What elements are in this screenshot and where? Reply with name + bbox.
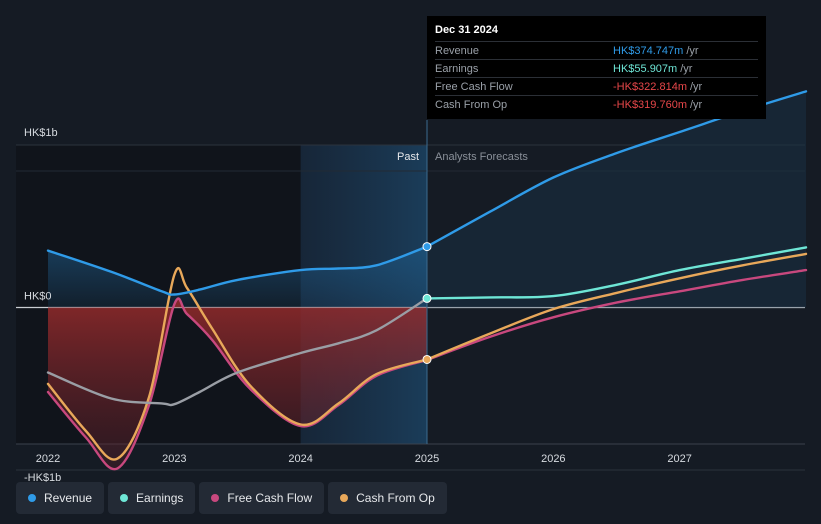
- tooltip-date: Dec 31 2024: [435, 24, 498, 36]
- tooltip-row-earnings: Earnings HK$55.907m /yr: [435, 59, 758, 77]
- forecast-label: Analysts Forecasts: [435, 151, 528, 163]
- legend-dot-icon: [211, 494, 220, 502]
- legend-dot-icon: [120, 494, 129, 502]
- revenue-area: [48, 246, 427, 308]
- tooltip-value: HK$374.747m: [613, 44, 684, 57]
- revenue-line: [46, 245, 429, 296]
- cash-from-op-line: [46, 266, 429, 461]
- tooltip-label: Free Cash Flow: [435, 80, 513, 93]
- free-cash-flow-line: [46, 297, 429, 471]
- tooltip-row-revenue: Revenue HK$374.747m /yr: [435, 41, 758, 59]
- legend-item-earnings[interactable]: Earnings: [108, 482, 196, 514]
- chart-legend: Revenue Earnings Free Cash Flow Cash Fro…: [16, 482, 447, 516]
- legend-dot-icon: [28, 494, 36, 502]
- free-cash-flow-area: [48, 298, 427, 470]
- legend-label: Cash From Op: [356, 491, 435, 505]
- legend-item-cash-from-op[interactable]: Cash From Op: [328, 482, 447, 514]
- tooltip-value: -HK$319.760m: [613, 98, 687, 111]
- legend-label: Free Cash Flow: [227, 491, 313, 505]
- tooltip-unit: /yr: [680, 62, 693, 75]
- tooltip-label: Cash From Op: [435, 98, 508, 111]
- data-marker: [422, 242, 432, 252]
- tooltip-unit: /yr: [690, 80, 703, 93]
- data-marker: [422, 354, 432, 364]
- free-cash-flow-line-forecast: [425, 268, 808, 362]
- tooltip-label: Revenue: [435, 44, 480, 57]
- x-tick-label: 2027: [667, 453, 691, 465]
- legend-item-free-cash-flow[interactable]: Free Cash Flow: [199, 482, 325, 514]
- cash-from-op-line-forecast: [425, 252, 808, 361]
- legend-label: Revenue: [44, 491, 93, 505]
- legend-dot-icon: [340, 494, 349, 502]
- x-tick-label: 2023: [162, 453, 186, 465]
- revenue-forecast-area: [427, 91, 806, 308]
- y-tick-label: -HK$1b: [24, 472, 61, 484]
- earnings-line-forecast: [425, 246, 808, 300]
- data-tooltip: Dec 31 2024 Revenue HK$374.747m /yr Earn…: [427, 16, 766, 119]
- tooltip-row-cash-from-op: Cash From Op -HK$319.760m /yr: [435, 95, 758, 113]
- x-tick-label: 2022: [36, 453, 60, 465]
- past-label: Past: [397, 151, 419, 163]
- x-tick-label: 2026: [541, 453, 565, 465]
- earnings-line: [46, 297, 429, 407]
- x-tick-label: 2025: [415, 453, 439, 465]
- data-marker: [422, 293, 432, 303]
- tooltip-row-free-cash-flow: Free Cash Flow -HK$322.814m /yr: [435, 77, 758, 95]
- tooltip-unit: /yr: [690, 98, 703, 111]
- tooltip-unit: /yr: [686, 44, 699, 57]
- legend-item-revenue[interactable]: Revenue: [16, 482, 105, 514]
- tooltip-label: Earnings: [435, 62, 479, 75]
- y-tick-label: HK$1b: [24, 127, 58, 139]
- tooltip-value: -HK$322.814m: [613, 80, 687, 93]
- legend-label: Earnings: [136, 491, 184, 505]
- x-tick-label: 2024: [288, 453, 312, 465]
- tooltip-value: HK$55.907m: [613, 62, 678, 75]
- y-tick-label: HK$0: [24, 291, 52, 303]
